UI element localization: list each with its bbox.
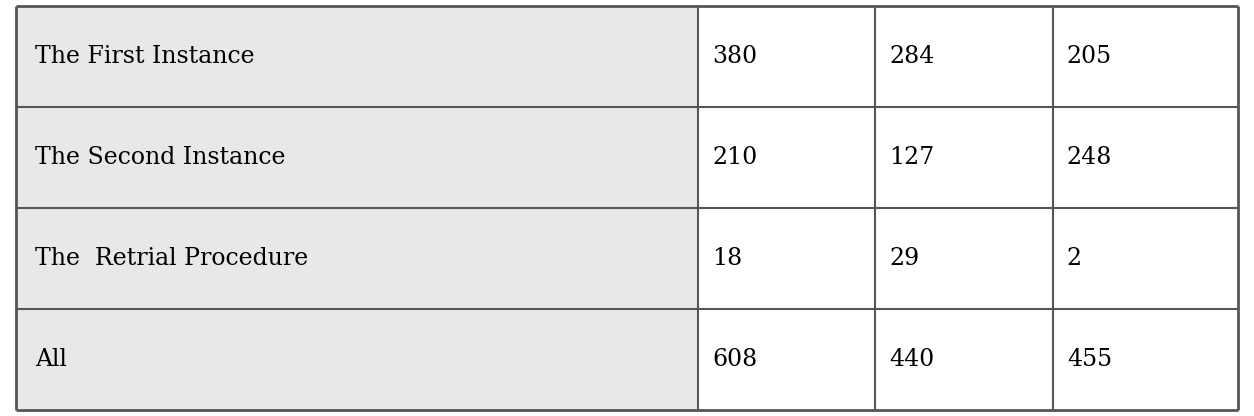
Bar bbox=[698, 208, 875, 309]
Bar bbox=[875, 208, 1052, 309]
Text: The  Retrial Procedure: The Retrial Procedure bbox=[35, 247, 308, 270]
Text: 29: 29 bbox=[889, 247, 919, 270]
Bar bbox=[16, 6, 698, 107]
Text: 608: 608 bbox=[712, 348, 757, 371]
Bar bbox=[1052, 6, 1230, 107]
Text: 455: 455 bbox=[1067, 348, 1112, 371]
Bar bbox=[698, 6, 875, 107]
Bar bbox=[1052, 107, 1230, 208]
Text: 210: 210 bbox=[712, 146, 757, 169]
Bar bbox=[16, 208, 698, 309]
Bar bbox=[875, 6, 1052, 107]
Text: 205: 205 bbox=[1067, 45, 1112, 68]
Text: 18: 18 bbox=[712, 247, 742, 270]
Text: 127: 127 bbox=[889, 146, 934, 169]
Bar bbox=[1052, 208, 1230, 309]
Text: 380: 380 bbox=[712, 45, 757, 68]
Bar bbox=[875, 309, 1052, 410]
Bar bbox=[698, 107, 875, 208]
Bar bbox=[875, 107, 1052, 208]
Text: 248: 248 bbox=[1067, 146, 1112, 169]
Text: 284: 284 bbox=[889, 45, 935, 68]
Bar bbox=[1052, 309, 1230, 410]
Bar bbox=[698, 309, 875, 410]
Bar bbox=[16, 309, 698, 410]
Text: The First Instance: The First Instance bbox=[35, 45, 255, 68]
Text: The Second Instance: The Second Instance bbox=[35, 146, 286, 169]
Text: 2: 2 bbox=[1067, 247, 1082, 270]
Bar bbox=[16, 107, 698, 208]
Text: 440: 440 bbox=[889, 348, 934, 371]
Text: All: All bbox=[35, 348, 68, 371]
